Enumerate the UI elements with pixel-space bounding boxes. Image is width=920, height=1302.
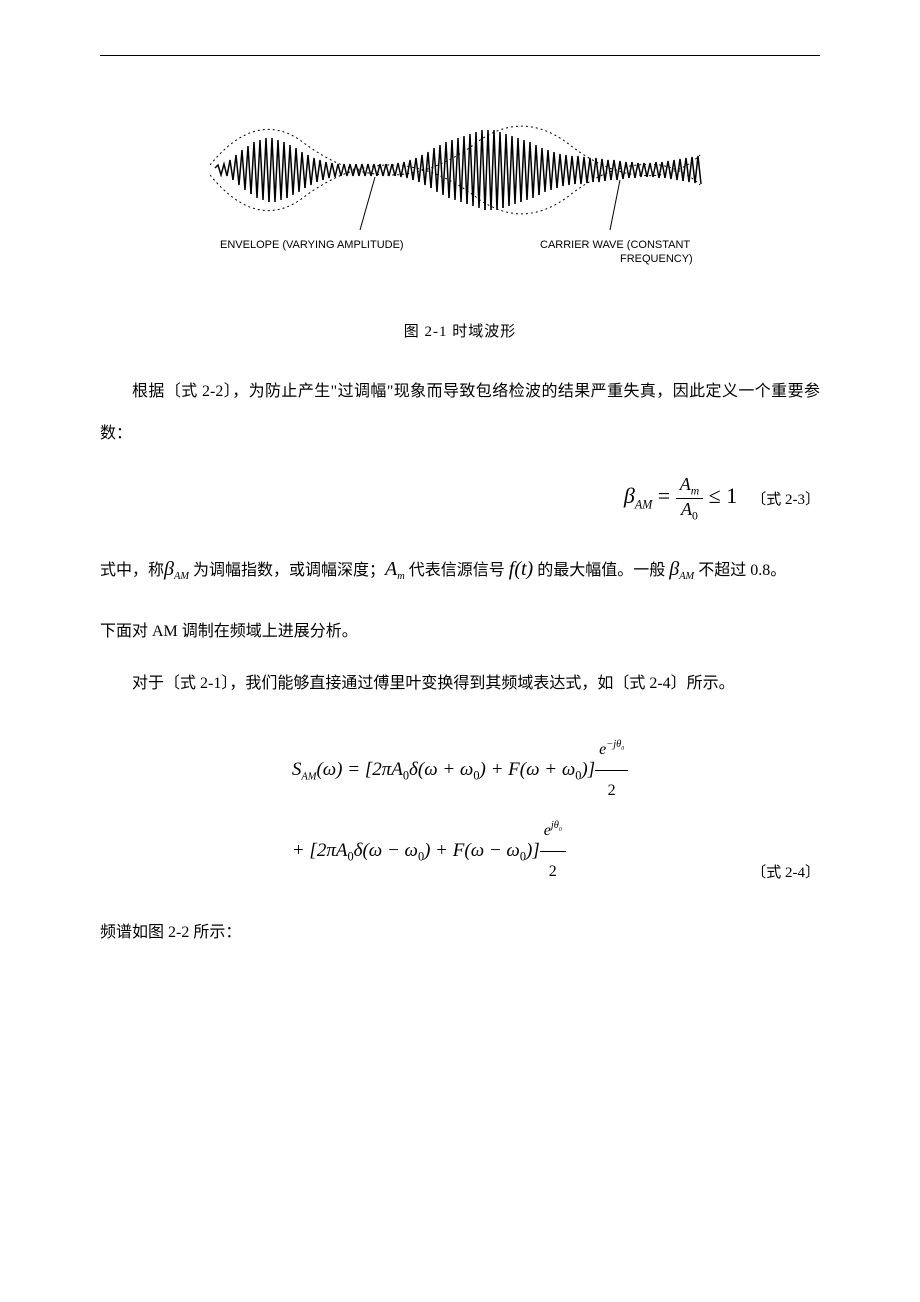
p2-suffix: 不超过 0.8。 (694, 562, 786, 579)
figure-caption: 图 2-1 时域波形 (100, 320, 820, 341)
paragraph-1: 根据〔式 2-2〕，为防止产生"过调幅"现象而导致包络检波的结果严重失真，因此定… (100, 371, 820, 454)
am-waveform-diagram: ENVELOPE (VARYING AMPLITUDE) CARRIER WAV… (210, 100, 710, 290)
paragraph-3: 下面对 AM 调制在频域上进展分析。 (100, 611, 820, 653)
eq23-beta: β (624, 483, 635, 508)
eq23-equals: = (658, 483, 676, 508)
eq24-e2: e (544, 822, 551, 839)
eq24-label: 〔式 2-4〕 (751, 861, 820, 882)
envelope-label: ENVELOPE (VARYING AMPLITUDE) (220, 239, 404, 251)
p2-mid3: 的最大幅值。一般 (533, 562, 669, 579)
equation-2-3: βAM = Am A0 ≤ 1 〔式 2-3〕 (100, 474, 820, 522)
eq23-den-sub: 0 (692, 509, 698, 522)
eq24-delta2: δ(ω − ω (354, 839, 418, 860)
eq24-sup1-sub: 0 (621, 746, 624, 752)
eq23-leq: ≤ 1 (709, 483, 738, 508)
eq23-num-sub: m (691, 485, 699, 498)
paragraph-4: 对于〔式 2-1〕，我们能够直接通过傅里叶变换得到其频域表达式，如〔式 2-4〕… (100, 663, 820, 705)
p2-beta: β (164, 558, 174, 580)
paragraph-5: 频谱如图 2-2 所示： (100, 912, 820, 954)
eq23-label: 〔式 2-3〕 (751, 492, 820, 508)
eq23-sub: AM (635, 498, 652, 512)
header-rule (100, 55, 820, 56)
eq24-close4: )] (526, 839, 540, 860)
p2-beta-sub: AM (174, 572, 189, 583)
p2-mid1: 为调幅指数，或调幅深度； (189, 562, 385, 579)
eq24-den1: 2 (595, 771, 628, 811)
figure-2-1: ENVELOPE (VARYING AMPLITUDE) CARRIER WAV… (100, 100, 820, 295)
eq24-close2: )] (581, 758, 595, 779)
p2-mid2: 代表信源信号 (405, 562, 509, 579)
eq24-close3: ) + F(ω − ω (424, 839, 520, 860)
eq24-plus: + [2πA (292, 839, 348, 860)
p2-am: A (385, 558, 397, 580)
p2-ft: f(t) (509, 558, 533, 580)
eq24-sup2-sub: 0 (559, 827, 562, 833)
page-content: ENVELOPE (VARYING AMPLITUDE) CARRIER WAV… (100, 55, 820, 953)
eq24-sup1: −jθ (606, 739, 621, 750)
eq23-num: A (680, 474, 691, 494)
eq23-den: A (681, 499, 692, 519)
p2-beta2-sub: AM (679, 572, 694, 583)
carrier-label-2: FREQUENCY) (620, 253, 693, 265)
eq24-den2: 2 (540, 852, 566, 892)
eq24-sup2: jθ (551, 820, 559, 831)
p2-prefix: 式中，称 (100, 562, 164, 579)
eq24-delta1: δ(ω + ω (409, 758, 473, 779)
carrier-label-1: CARRIER WAVE (CONSTANT (540, 239, 690, 251)
p2-beta2: β (669, 558, 679, 580)
paragraph-2: 式中，称βAM 为调幅指数，或调幅深度；Am 代表信源信号 f(t) 的最大幅值… (100, 547, 820, 591)
eq24-close1: ) + F(ω + ω (480, 758, 576, 779)
equation-2-4: SAM(ω) = [2πA0δ(ω + ω0) + F(ω + ω0)]e−jθ… (100, 730, 820, 892)
eq24-s-sub: AM (301, 771, 316, 782)
eq24-omega: (ω) = [2πA (316, 758, 402, 779)
p2-am-sub: m (397, 572, 405, 583)
eq24-s: S (292, 758, 302, 779)
